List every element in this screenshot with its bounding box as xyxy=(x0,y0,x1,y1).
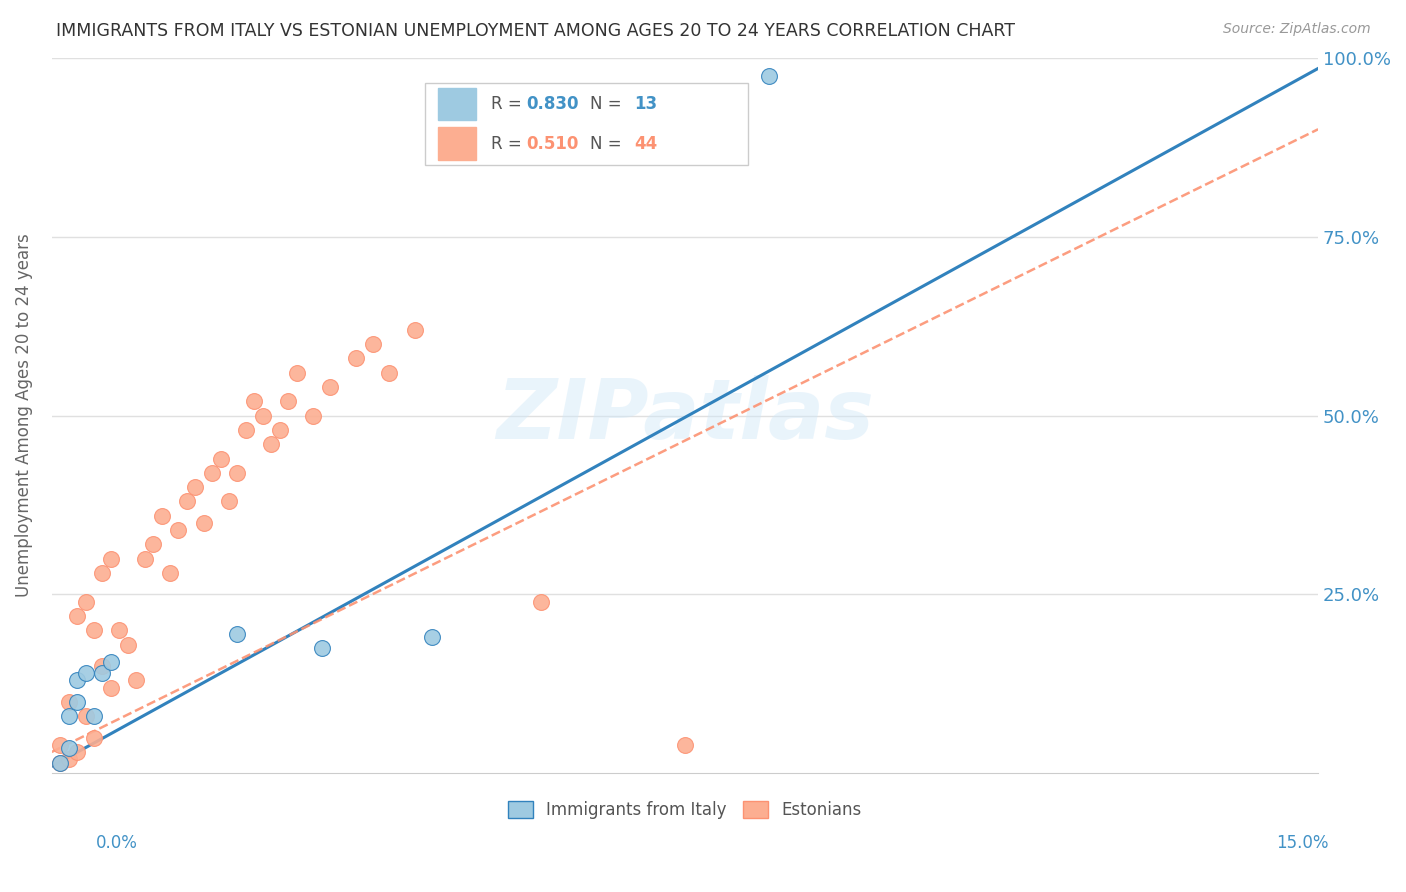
Point xyxy=(58,741,80,756)
Point xyxy=(91,659,114,673)
Point xyxy=(201,466,224,480)
Point xyxy=(75,594,97,608)
Point xyxy=(66,745,89,759)
Point xyxy=(83,709,105,723)
Point xyxy=(378,366,401,380)
Point xyxy=(58,695,80,709)
Text: 0.830: 0.830 xyxy=(527,95,579,113)
Text: ZIPatlas: ZIPatlas xyxy=(496,375,875,456)
Point xyxy=(125,673,148,688)
Y-axis label: Unemployment Among Ages 20 to 24 years: Unemployment Among Ages 20 to 24 years xyxy=(15,234,32,598)
Point xyxy=(159,566,181,580)
Text: IMMIGRANTS FROM ITALY VS ESTONIAN UNEMPLOYMENT AMONG AGES 20 TO 24 YEARS CORRELA: IMMIGRANTS FROM ITALY VS ESTONIAN UNEMPL… xyxy=(56,22,1015,40)
Point xyxy=(285,366,308,380)
Point xyxy=(226,466,249,480)
Point xyxy=(66,673,89,688)
Point xyxy=(758,69,780,83)
Text: N =: N = xyxy=(591,135,627,153)
Point xyxy=(150,508,173,523)
Point xyxy=(252,409,274,423)
Point xyxy=(209,451,232,466)
Point xyxy=(100,681,122,695)
Point xyxy=(243,394,266,409)
Point xyxy=(530,594,553,608)
Point xyxy=(269,423,291,437)
Point xyxy=(673,738,696,752)
Point xyxy=(226,627,249,641)
Point xyxy=(235,423,257,437)
Text: R =: R = xyxy=(491,95,527,113)
Text: 44: 44 xyxy=(634,135,658,153)
Point xyxy=(49,738,72,752)
Point xyxy=(167,523,190,537)
Point xyxy=(108,624,131,638)
Point xyxy=(100,551,122,566)
Point xyxy=(91,666,114,681)
Point xyxy=(184,480,207,494)
Point xyxy=(49,756,72,770)
Point xyxy=(193,516,215,530)
Point xyxy=(83,731,105,745)
Point xyxy=(91,566,114,580)
Point xyxy=(49,756,72,770)
Point xyxy=(302,409,325,423)
Text: Source: ZipAtlas.com: Source: ZipAtlas.com xyxy=(1223,22,1371,37)
Point xyxy=(58,752,80,766)
Point xyxy=(361,337,384,351)
Text: 0.0%: 0.0% xyxy=(96,834,138,852)
Point xyxy=(58,709,80,723)
FancyBboxPatch shape xyxy=(426,83,748,165)
Point xyxy=(344,351,367,366)
Point xyxy=(319,380,342,394)
Legend: Immigrants from Italy, Estonians: Immigrants from Italy, Estonians xyxy=(501,795,869,826)
Point xyxy=(117,638,139,652)
Point xyxy=(277,394,299,409)
Point xyxy=(218,494,240,508)
Point xyxy=(66,695,89,709)
Point xyxy=(100,656,122,670)
Point xyxy=(66,609,89,624)
Text: 13: 13 xyxy=(634,95,658,113)
Bar xyxy=(439,128,477,160)
Point xyxy=(83,624,105,638)
Point xyxy=(75,709,97,723)
Text: N =: N = xyxy=(591,95,627,113)
Text: 15.0%: 15.0% xyxy=(1277,834,1329,852)
Point xyxy=(75,666,97,681)
Bar xyxy=(439,88,477,120)
Text: R =: R = xyxy=(491,135,527,153)
Text: 0.510: 0.510 xyxy=(527,135,579,153)
Point xyxy=(142,537,165,551)
Point xyxy=(134,551,156,566)
Point xyxy=(176,494,198,508)
Point xyxy=(260,437,283,451)
Point xyxy=(311,641,333,656)
Point xyxy=(404,323,426,337)
Point xyxy=(420,631,443,645)
